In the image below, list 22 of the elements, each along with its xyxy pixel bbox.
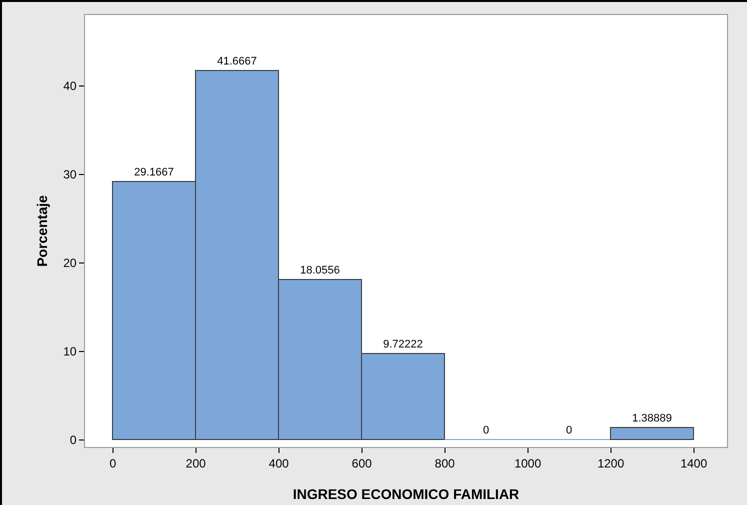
- y-tick-label: 30: [63, 168, 77, 182]
- x-tick-label: 1000: [514, 456, 542, 470]
- x-tick-label: 1400: [680, 456, 708, 470]
- x-tick-label: 1200: [597, 456, 624, 470]
- x-tick-label: 600: [352, 456, 372, 470]
- data-label: 0: [566, 424, 572, 436]
- x-axis-title: INGRESO ECONOMICO FAMILIAR: [292, 486, 520, 502]
- data-label: 29.1667: [134, 166, 174, 178]
- y-tick-label: 10: [63, 344, 77, 359]
- y-axis-title: Porcentaje: [34, 194, 50, 267]
- y-tick-label: 0: [70, 433, 77, 448]
- data-label: 41.6667: [217, 56, 257, 68]
- x-tick-label: 200: [186, 456, 206, 470]
- data-label: 0: [482, 424, 490, 436]
- x-tick-label: 800: [434, 456, 456, 470]
- y-tick-label: 20: [63, 256, 77, 270]
- data-label: 9.72222: [383, 338, 423, 350]
- data-label: 18.0556: [300, 264, 340, 276]
- y-tick-label: 40: [63, 79, 77, 94]
- x-tick-label: 400: [268, 456, 290, 470]
- data-label: 1.38889: [632, 412, 672, 424]
- x-tick-label: 0: [109, 456, 116, 470]
